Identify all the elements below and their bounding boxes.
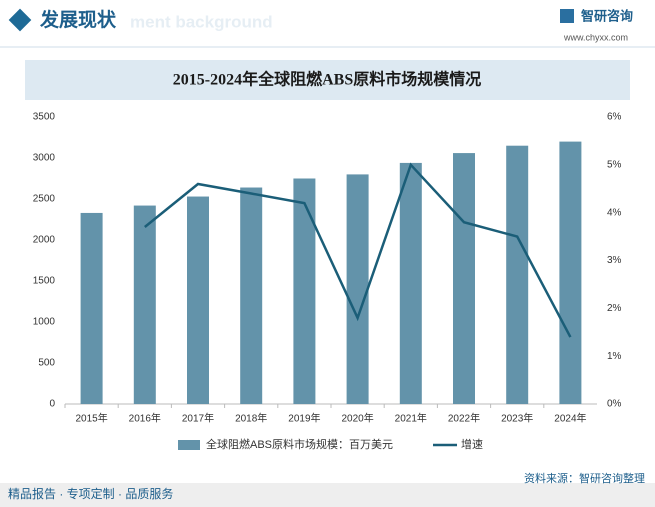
- x-tick-label: 2023年: [501, 412, 533, 425]
- bar: [453, 153, 475, 404]
- bar: [240, 187, 263, 404]
- footer-bar: [0, 483, 655, 507]
- line: [144, 162, 572, 338]
- y2-tick-label: 2%: [607, 303, 622, 314]
- y2-tick-label: 6%: [607, 112, 622, 123]
- legend-label: 全球阻燃ABS原料市场规模：百万美元: [206, 437, 393, 451]
- bar: [80, 212, 103, 404]
- y2-tick-label: 0%: [607, 399, 622, 410]
- y-tick-label: 3500: [33, 112, 56, 123]
- x-tick-label: 2022年: [448, 412, 480, 425]
- y-tick-label: 1500: [33, 276, 56, 287]
- y2-tick-label: 5%: [607, 159, 622, 170]
- chart-title: 2015-2024年全球阻燃ABS原料市场规模情况: [173, 70, 481, 89]
- x-tick-label: 2016年: [129, 412, 161, 425]
- bar: [133, 205, 156, 404]
- title-box: [25, 60, 630, 100]
- source: 资料来源：智研咨询整理: [524, 471, 645, 485]
- legend-label: 增速: [461, 437, 483, 451]
- header-title: 发展现状: [39, 8, 117, 31]
- y-tick-label: 2000: [33, 235, 56, 246]
- bar: [346, 174, 369, 404]
- logo-icon: [560, 9, 574, 23]
- url: www.chyxx.com: [563, 32, 628, 42]
- x-tick-label: 2015年: [75, 412, 107, 425]
- header-watermark: ment background: [130, 12, 273, 31]
- x-tick-label: 2024年: [554, 412, 586, 425]
- logo: 智研咨询: [581, 8, 633, 23]
- bar: [506, 145, 529, 404]
- y2-tick-label: 1%: [607, 351, 622, 362]
- footer-slogan: 精品报告 · 专项定制 · 品质服务: [8, 486, 173, 501]
- legend-swatch: [178, 440, 200, 450]
- x-tick-label: 2018年: [235, 412, 267, 425]
- x-tick-label: 2021年: [395, 412, 427, 425]
- y2-tick-label: 4%: [607, 207, 622, 218]
- x-tick-label: 2019年: [288, 412, 320, 425]
- bar: [187, 196, 209, 404]
- y-tick-label: 0: [49, 399, 55, 410]
- x-tick-label: 2020年: [341, 412, 373, 425]
- y-tick-label: 2500: [33, 194, 56, 205]
- x-tick-label: 2017年: [182, 412, 214, 425]
- y-tick-label: 1000: [33, 317, 56, 328]
- bar: [293, 178, 316, 404]
- y-tick-label: 500: [38, 358, 55, 369]
- bar: [559, 141, 582, 404]
- y-tick-label: 3000: [33, 153, 56, 164]
- y2-tick-label: 3%: [607, 255, 622, 266]
- bar: [399, 162, 422, 404]
